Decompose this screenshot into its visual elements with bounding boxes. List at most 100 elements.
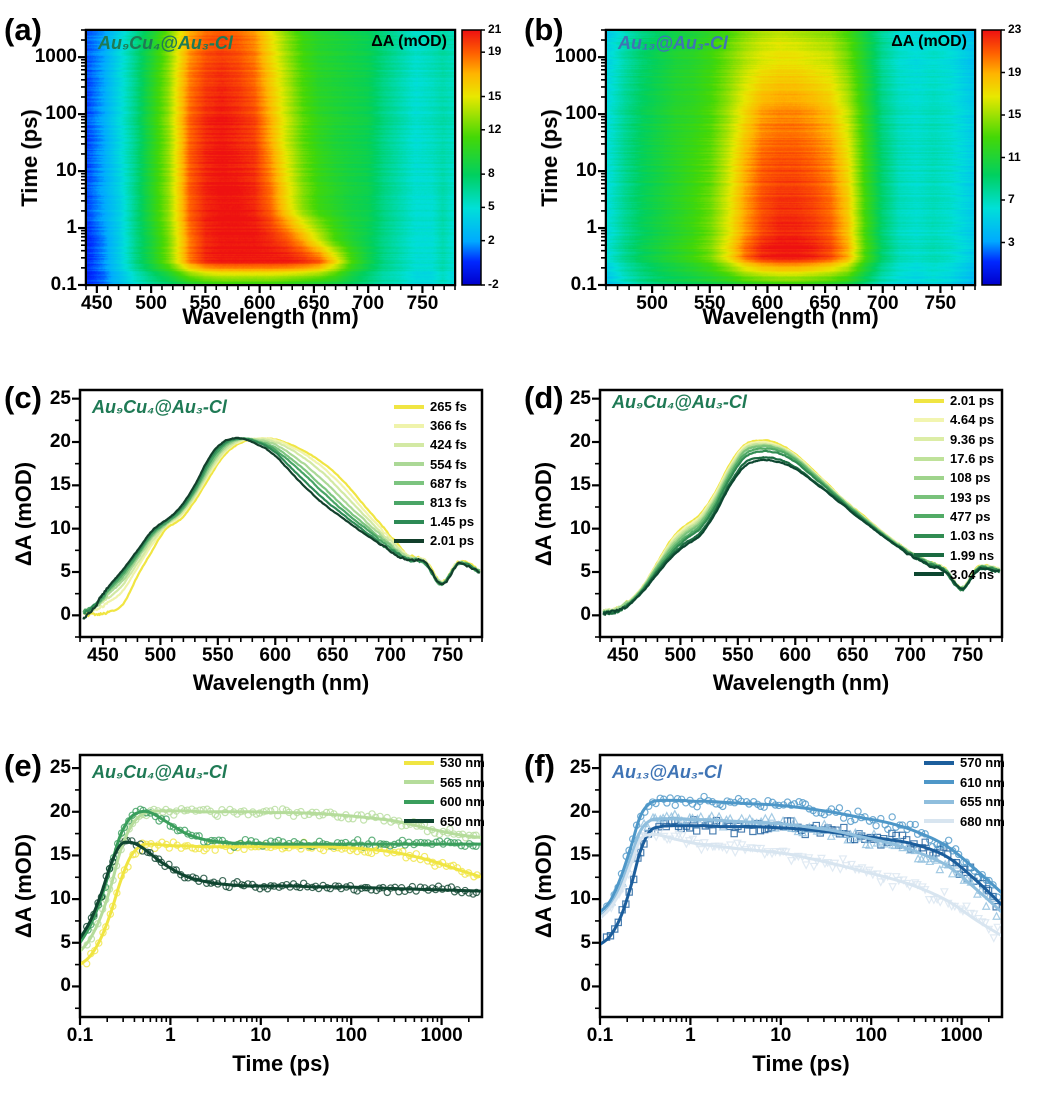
legend-swatch [394, 462, 424, 467]
panel-b-y-tick-label: 0.1 [570, 274, 597, 295]
panel-a-x-tick-label: 750 [406, 293, 439, 314]
legend-swatch [924, 780, 954, 785]
legend-item-600-nm: 600 nm [404, 792, 485, 812]
panel-b-colorbar-tick-label: 23 [1008, 22, 1022, 36]
panel-a-x-tick-label: 600 [243, 293, 276, 314]
panel-c: (c) Au₉Cu₄@Au₃-Cl ΔA (mOD) Wavelength (n… [0, 370, 520, 740]
panel-e-x-tick-label: 1000 [420, 1025, 463, 1046]
panel-c-letter: (c) [4, 380, 42, 415]
panel-c-x-tick-label: 550 [201, 645, 234, 666]
panel-b-y-tick-label: 10 [575, 160, 597, 182]
legend-item-680-nm: 680 nm [924, 812, 1005, 832]
panel-a-colorbar-tick-label: 2 [488, 232, 495, 247]
legend-swatch [394, 442, 424, 447]
legend-item-687-fs: 687 fs [394, 474, 474, 493]
panel-f-y-tick-label: 20 [569, 800, 591, 822]
legend-swatch [924, 760, 954, 765]
legend-swatch [394, 481, 424, 486]
legend-label: 680 nm [960, 813, 1005, 829]
panel-a-colorbar-tick-label: 8 [488, 166, 495, 181]
legend-swatch [914, 553, 944, 558]
panel-f-y-tick-label: 10 [569, 888, 591, 910]
panel-a-colorbar-tick-label: -2 [488, 277, 499, 291]
panel-d-x-tick-label: 650 [836, 645, 869, 666]
panel-e-x-tick-label: 0.1 [66, 1025, 94, 1046]
legend-swatch [394, 404, 424, 409]
legend-label: 600 nm [440, 794, 485, 810]
legend-item-570-nm: 570 nm [924, 753, 1005, 773]
panel-b-colorbar-tick-label: 3 [1008, 234, 1015, 249]
panel-e-letter: (e) [4, 748, 42, 783]
panel-a-plot-canvas [0, 0, 520, 345]
panel-b-colorbar-tick-label: 19 [1008, 64, 1022, 79]
panel-c-x-tick-label: 450 [87, 645, 119, 666]
legend-swatch [914, 495, 944, 500]
panel-d-letter: (d) [524, 380, 564, 415]
legend-item-1-99-ns: 1.99 ns [914, 545, 994, 564]
legend-label: 570 nm [960, 755, 1005, 771]
panel-b-letter: (b) [524, 12, 564, 47]
panel-d-plot-canvas [520, 370, 1040, 740]
legend-item-9-36-ps: 9.36 ps [914, 430, 994, 449]
legend-label: 424 fs [430, 437, 467, 453]
panel-f-x-axis-label: Time (ps) [752, 1051, 850, 1076]
legend-label: 813 fs [430, 495, 467, 511]
legend-swatch [914, 572, 944, 577]
panel-e-y-tick-label: 20 [49, 800, 71, 822]
legend-label: 477 ps [950, 508, 991, 524]
legend-item-530-nm: 530 nm [404, 753, 485, 773]
legend-label: 2.01 ps [950, 393, 995, 409]
panel-b-colorbar-tick-label: 11 [1008, 149, 1021, 164]
panel-d-y-tick-label: 25 [569, 387, 591, 409]
legend-swatch [394, 500, 424, 505]
panel-a-letter: (a) [4, 12, 42, 47]
panel-a-x-tick-label: 550 [189, 293, 222, 314]
legend-swatch [404, 819, 434, 824]
panel-d-x-tick-label: 550 [721, 645, 754, 666]
legend-item-1-45-ps: 1.45 ps [394, 512, 474, 531]
panel-f-y-tick-label: 5 [580, 931, 591, 953]
legend-label: 565 nm [440, 774, 485, 790]
legend-item-2-01-ps: 2.01 ps [914, 391, 994, 410]
legend-item-265-fs: 265 fs [394, 397, 474, 416]
panel-f-y-tick-label: 25 [569, 757, 591, 779]
legend-label: 4.64 ps [950, 412, 995, 428]
panel-a-title: Au₉Cu₄@Au₃-Cl [98, 33, 233, 53]
legend-swatch [404, 780, 434, 785]
legend-swatch [404, 760, 434, 765]
panel-c-y-tick-label: 15 [49, 474, 71, 496]
panel-f-title: Au₁₃@Au₃-Cl [612, 762, 722, 782]
legend-item-17-6-ps: 17.6 ps [914, 449, 994, 468]
panel-f: (f) Au₁₃@Au₃-Cl ΔA (mOD) Time (ps) 570 n… [520, 740, 1040, 1093]
panel-a: (a) Au₉Cu₄@Au₃-Cl ΔA (mOD) Time (ps) Wav… [0, 0, 520, 345]
panel-f-x-tick-label: 10 [770, 1025, 792, 1046]
panel-b-y-tick-label: 1 [586, 217, 597, 239]
panel-d-y-tick-label: 5 [580, 561, 591, 582]
legend-item-610-nm: 610 nm [924, 773, 1005, 793]
panel-b-y-tick-label: 100 [565, 103, 597, 125]
legend-swatch [394, 519, 424, 524]
panel-e-title: Au₉Cu₄@Au₃-Cl [92, 762, 227, 782]
panel-a-x-axis-label: Wavelength (nm) [182, 304, 359, 329]
panel-b-x-axis-label: Wavelength (nm) [702, 304, 879, 329]
panel-b-x-tick-label: 500 [636, 293, 668, 314]
legend-item-813-fs: 813 fs [394, 493, 474, 512]
legend-item-565-nm: 565 nm [404, 773, 485, 793]
legend-swatch [394, 538, 424, 543]
panel-c-y-tick-label: 5 [60, 561, 71, 582]
panel-e: (e) Au₉Cu₄@Au₃-Cl ΔA (mOD) Time (ps) 530… [0, 740, 520, 1093]
panel-a-y-tick-label: 100 [45, 103, 77, 125]
legend-item-655-nm: 655 nm [924, 792, 1005, 812]
panel-b-x-tick-label: 750 [924, 293, 957, 314]
panel-d-x-tick-label: 750 [951, 645, 984, 666]
panel-b-colorbar-tick-label: 7 [1008, 192, 1015, 206]
legend-label: 1.99 ns [950, 547, 995, 563]
panel-b-title: Au₁₃@Au₃-Cl [618, 33, 728, 53]
panel-c-y-tick-label: 25 [49, 387, 71, 409]
panel-c-y-tick-label: 10 [49, 517, 71, 539]
panel-a-x-tick-label: 650 [298, 293, 330, 314]
panel-d-title: Au₉Cu₄@Au₃-Cl [612, 392, 747, 412]
panel-f-x-tick-label: 1000 [940, 1025, 983, 1046]
panel-b-x-tick-label: 650 [809, 293, 841, 314]
